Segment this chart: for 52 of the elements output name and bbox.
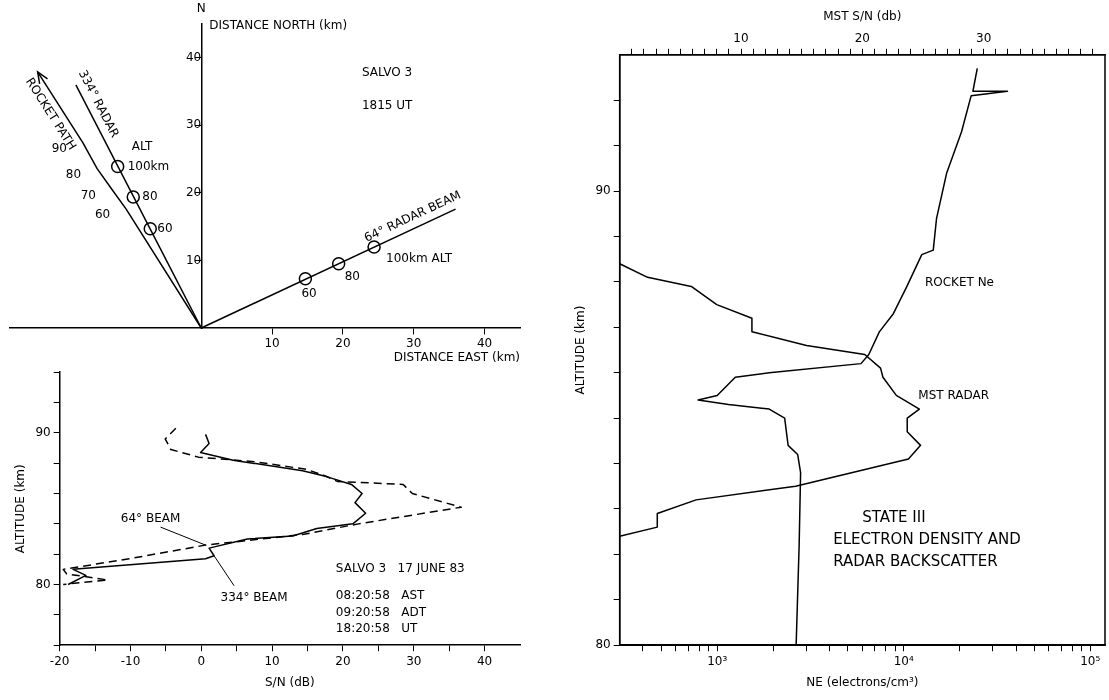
annotation: 60 (157, 220, 173, 235)
annotation: SALVO 3 (361, 64, 413, 79)
annotation: 1815 UT (361, 98, 414, 113)
x-tick-label: 40 (476, 653, 493, 668)
x-tick-label: -20 (49, 653, 70, 668)
x-tick-label: 10³ (707, 653, 728, 668)
annotation: ELECTRON DENSITY AND (833, 530, 1021, 548)
text: 64° BEAM (120, 511, 181, 526)
annotation: 18:20:58 UT (335, 620, 418, 635)
annotation: 70 (80, 187, 96, 202)
annotation: RADAR BACKSCATTER (833, 552, 998, 571)
x2-tick-label: 20 (854, 30, 870, 45)
annotation: 100km (127, 158, 170, 173)
annotation: 08:20:58 AST (335, 588, 426, 603)
annotation: 80 (65, 166, 82, 181)
series-label: ROCKET Ne (924, 274, 995, 289)
annotation: SALVO 3 17 JUNE 83 (335, 560, 465, 575)
y-tick-label: 30 (185, 117, 202, 132)
x-tick-label: 0 (197, 653, 206, 668)
series-label: MST RADAR (918, 387, 990, 402)
x2-axis-title: MST S/N (db) (823, 9, 902, 24)
text: N (196, 0, 206, 15)
annotation: ALT (131, 138, 153, 153)
y-axis-title: ALTITUDE (km) (13, 464, 28, 554)
x-tick-label: 30 (406, 653, 422, 668)
annotation: 80 (142, 189, 158, 204)
x-axis-title: S/N (dB) (265, 674, 315, 689)
x-tick-label: -10 (120, 653, 141, 668)
y-tick-label: 40 (185, 49, 202, 64)
y-tick-label: 20 (185, 185, 202, 200)
annotation: 80 (344, 268, 360, 283)
annotation: 60 (301, 285, 317, 300)
y-tick-label: 10 (185, 252, 202, 267)
x-tick-label: 20 (335, 653, 351, 668)
x-tick-label: 30 (406, 336, 422, 351)
x-tick-label: 10⁴ (893, 653, 914, 668)
annotation: 60 (94, 207, 111, 222)
x2-tick-label: 10 (733, 30, 749, 45)
x2-tick-label: 30 (976, 30, 992, 45)
x-axis-title: DISTANCE EAST (km) (393, 350, 520, 365)
y-axis-title: DISTANCE NORTH (km) (209, 18, 348, 33)
y-axis-title: ALTITUDE (km) (573, 305, 588, 395)
x-tick-label: 40 (476, 336, 493, 351)
x-tick-label: 10 (264, 653, 280, 668)
x-axis-title: NE (electrons/cm³) (806, 674, 919, 689)
annotation: 100km ALT (386, 251, 453, 266)
x-tick-label: 10⁵ (1080, 653, 1101, 668)
x-tick-label: 20 (335, 336, 351, 351)
text: 334° BEAM (220, 589, 288, 604)
annotation: 09:20:58 ADT (335, 604, 427, 619)
annotation: STATE III (862, 508, 926, 527)
x-tick-label: 10 (264, 336, 280, 351)
